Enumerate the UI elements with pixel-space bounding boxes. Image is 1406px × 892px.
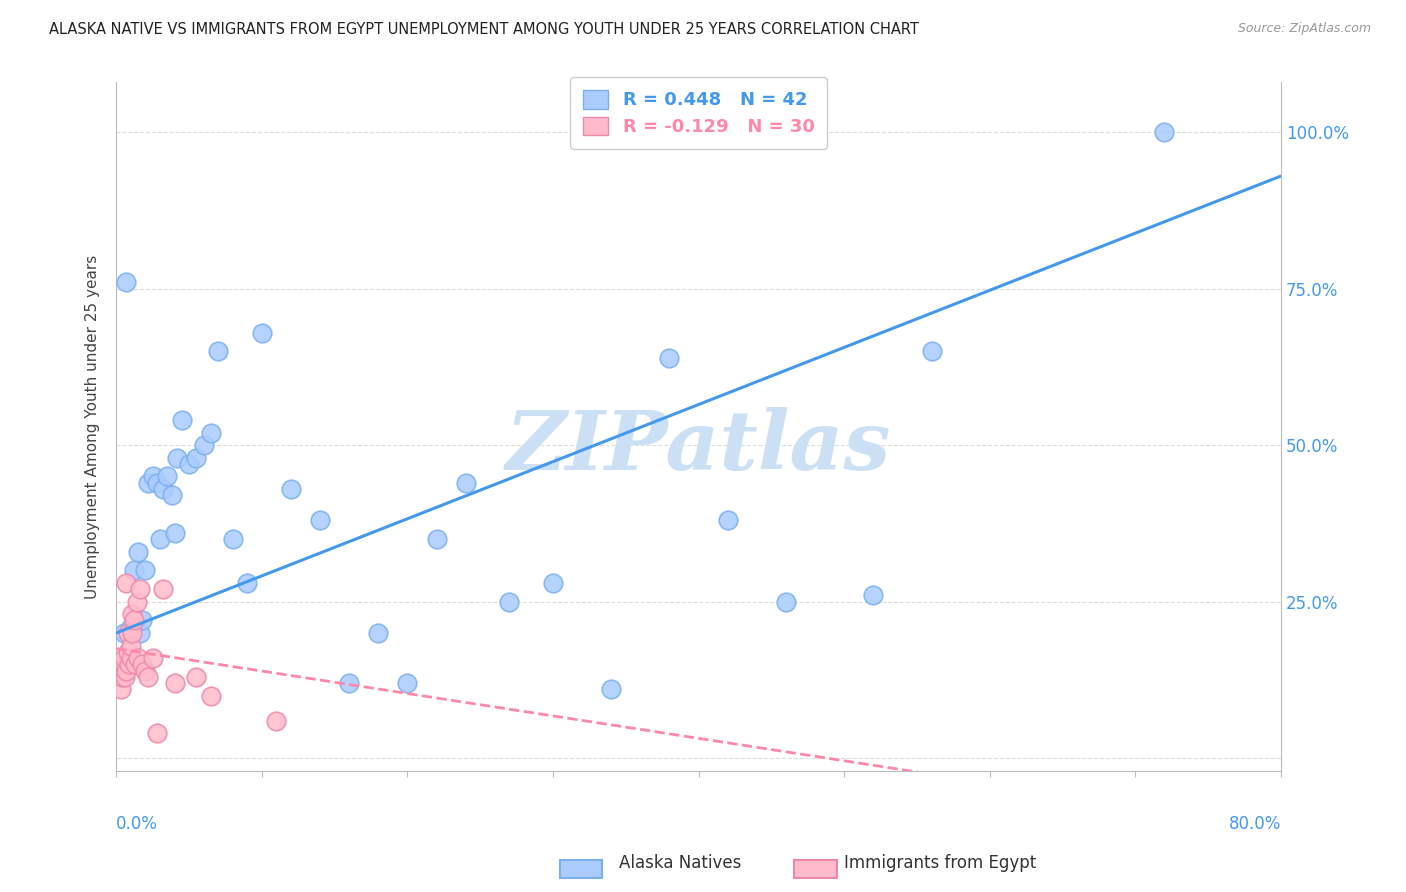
Y-axis label: Unemployment Among Youth under 25 years: Unemployment Among Youth under 25 years bbox=[86, 254, 100, 599]
Point bbox=[921, 344, 943, 359]
Point bbox=[114, 670, 136, 684]
Point bbox=[118, 657, 141, 672]
Point bbox=[127, 544, 149, 558]
Point bbox=[134, 563, 156, 577]
Point bbox=[128, 626, 150, 640]
Text: Alaska Natives: Alaska Natives bbox=[619, 855, 741, 872]
Point bbox=[309, 513, 332, 527]
Point bbox=[775, 595, 797, 609]
Point bbox=[200, 689, 222, 703]
Text: ZIPatlas: ZIPatlas bbox=[506, 407, 891, 487]
Point bbox=[1153, 125, 1175, 139]
Point bbox=[156, 469, 179, 483]
Point bbox=[115, 664, 138, 678]
Point bbox=[112, 651, 135, 665]
Point bbox=[454, 475, 477, 490]
Text: 80.0%: 80.0% bbox=[1229, 814, 1281, 832]
Point bbox=[122, 614, 145, 628]
Point bbox=[122, 563, 145, 577]
Point bbox=[177, 457, 200, 471]
Point bbox=[115, 575, 138, 590]
Point bbox=[170, 413, 193, 427]
Point bbox=[337, 676, 360, 690]
Point bbox=[134, 664, 156, 678]
Point bbox=[152, 482, 174, 496]
Point bbox=[498, 595, 520, 609]
Point bbox=[163, 525, 186, 540]
Point bbox=[120, 639, 142, 653]
Point bbox=[163, 676, 186, 690]
Point bbox=[124, 657, 146, 672]
Point bbox=[115, 276, 138, 290]
Point bbox=[367, 626, 389, 640]
Point bbox=[266, 714, 288, 728]
Point bbox=[425, 532, 447, 546]
Point bbox=[136, 670, 159, 684]
Point bbox=[146, 475, 169, 490]
Point bbox=[207, 344, 229, 359]
Point bbox=[152, 582, 174, 597]
Point bbox=[280, 482, 302, 496]
Point bbox=[160, 488, 183, 502]
Point bbox=[110, 682, 132, 697]
Point bbox=[193, 438, 215, 452]
Point bbox=[108, 664, 131, 678]
Point bbox=[131, 614, 153, 628]
Point bbox=[112, 626, 135, 640]
Text: 0.0%: 0.0% bbox=[117, 814, 157, 832]
Point bbox=[236, 575, 259, 590]
Point bbox=[186, 670, 208, 684]
Point bbox=[121, 626, 143, 640]
Point bbox=[120, 651, 142, 665]
Point bbox=[117, 626, 139, 640]
Point bbox=[131, 657, 153, 672]
Legend: R = 0.448   N = 42, R = -0.129   N = 30: R = 0.448 N = 42, R = -0.129 N = 30 bbox=[571, 78, 827, 149]
Point bbox=[112, 657, 135, 672]
Text: Immigrants from Egypt: Immigrants from Egypt bbox=[844, 855, 1036, 872]
Point bbox=[111, 670, 134, 684]
Point bbox=[250, 326, 273, 340]
Point bbox=[121, 607, 143, 622]
Point bbox=[200, 425, 222, 440]
Point bbox=[120, 620, 142, 634]
Text: ALASKA NATIVE VS IMMIGRANTS FROM EGYPT UNEMPLOYMENT AMONG YOUTH UNDER 25 YEARS C: ALASKA NATIVE VS IMMIGRANTS FROM EGYPT U… bbox=[49, 22, 920, 37]
Point bbox=[600, 682, 623, 697]
Point bbox=[117, 645, 139, 659]
Point bbox=[146, 726, 169, 740]
Point bbox=[125, 595, 148, 609]
Point bbox=[717, 513, 740, 527]
Point bbox=[127, 651, 149, 665]
Point bbox=[541, 575, 564, 590]
Point bbox=[186, 450, 208, 465]
Point bbox=[166, 450, 188, 465]
Point bbox=[396, 676, 419, 690]
Point bbox=[658, 351, 681, 365]
Point bbox=[222, 532, 245, 546]
Point bbox=[136, 475, 159, 490]
Point bbox=[149, 532, 172, 546]
Text: Source: ZipAtlas.com: Source: ZipAtlas.com bbox=[1237, 22, 1371, 36]
Point bbox=[142, 469, 165, 483]
Point bbox=[142, 651, 165, 665]
Point bbox=[862, 589, 884, 603]
Point bbox=[128, 582, 150, 597]
